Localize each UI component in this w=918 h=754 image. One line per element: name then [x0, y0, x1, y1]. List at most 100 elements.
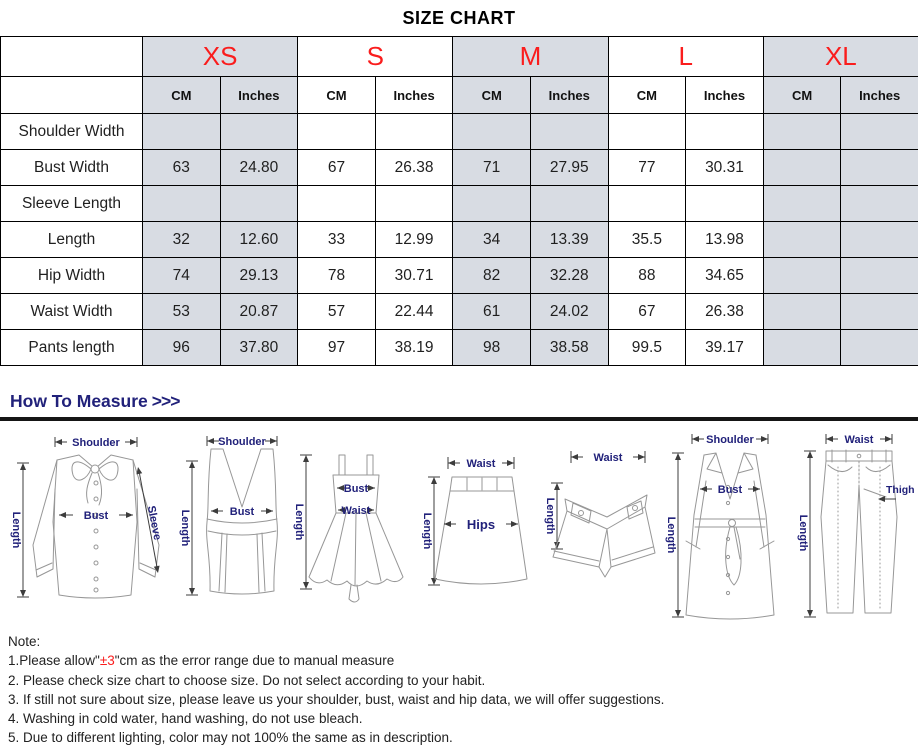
value-cell: 88 [607, 257, 687, 294]
section-divider [0, 417, 918, 421]
unit-header: CM [297, 76, 376, 114]
blouse-bust-label: Bust [84, 510, 109, 522]
value-cell [142, 185, 221, 222]
value-cell: 30.71 [374, 257, 454, 294]
value-cell [762, 293, 842, 330]
size-header-row: XS S M L XL [0, 36, 918, 77]
value-cell [762, 221, 842, 258]
value-cell: 35.5 [607, 221, 687, 258]
value-cell: 71 [452, 149, 531, 186]
measure-diagram-coat: Shoulder Length Bust [665, 434, 774, 620]
measure-diagrams: Shoulder Length Bust Sleeve Shoulder Len… [0, 427, 918, 624]
value-cell: 24.02 [529, 293, 609, 330]
value-cell [452, 113, 531, 150]
unit-header: Inches [840, 76, 918, 114]
value-cell: 33 [297, 221, 376, 258]
row-label: Sleeve Length [0, 185, 143, 222]
unit-header: Inches [219, 76, 299, 114]
value-cell [762, 185, 842, 222]
value-cell [840, 149, 918, 186]
value-cell [762, 149, 842, 186]
blouse-shoulder-label: Shoulder [72, 437, 120, 449]
table-row: Sleeve Length [0, 185, 918, 222]
triple-chevron-icon: >>> [151, 391, 181, 411]
value-cell: 67 [607, 293, 687, 330]
table-row: Hip Width 74 29.13 78 30.71 82 32.28 88 … [0, 257, 918, 294]
value-cell [529, 113, 609, 150]
vest-bust-label: Bust [229, 506, 254, 518]
value-cell: 67 [297, 149, 376, 186]
value-cell: 12.60 [219, 221, 299, 258]
table-row: Pants length 96 37.80 97 38.19 98 38.58 … [0, 329, 918, 366]
value-cell [607, 185, 687, 222]
unit-header: Inches [529, 76, 609, 114]
size-header-s: S [297, 36, 454, 77]
value-cell: 63 [142, 149, 221, 186]
value-cell: 37.80 [219, 329, 299, 366]
note-1-suffix: "cm as the error range due to manual mea… [114, 653, 395, 669]
blouse-sleeve-label: Sleeve [145, 505, 163, 542]
value-cell: 32.28 [529, 257, 609, 294]
value-cell [840, 329, 918, 366]
value-cell [219, 185, 299, 222]
unit-header-row: CM Inches CM Inches CM Inches CM Inches … [0, 76, 918, 114]
value-cell: 27.95 [529, 149, 609, 186]
value-cell: 78 [297, 257, 376, 294]
value-cell [374, 185, 454, 222]
unit-header: CM [607, 76, 687, 114]
shorts-length-label: Length [544, 498, 556, 535]
table-row: Waist Width 53 20.87 57 22.44 61 24.02 6… [0, 293, 918, 330]
value-cell: 38.19 [374, 329, 454, 366]
measure-diagram-pants: Waist Length Thigh [797, 434, 915, 618]
size-header-l: L [607, 36, 764, 77]
value-cell [142, 113, 221, 150]
unit-header: Inches [374, 76, 454, 114]
value-cell: 74 [142, 257, 221, 294]
vest-length-label: Length [179, 510, 191, 547]
value-cell [685, 113, 764, 150]
value-cell [297, 185, 376, 222]
corner-cell [0, 36, 143, 77]
value-cell: 22.44 [374, 293, 454, 330]
measure-diagram-dress: Length Bust Waist [293, 454, 404, 603]
measure-diagram-blouse: Shoulder Length Bust Sleeve [10, 437, 163, 599]
pants-thigh-label: Thigh [886, 484, 915, 496]
notes-section: Note: 1.Please allow"±3"cm as the error … [8, 632, 918, 748]
value-cell [607, 113, 687, 150]
note-line-1: 1.Please allow"±3"cm as the error range … [8, 651, 918, 670]
value-cell: 30.31 [685, 149, 764, 186]
value-cell [840, 185, 918, 222]
value-cell: 13.98 [685, 221, 764, 258]
dress-length-label: Length [293, 504, 305, 541]
row-label: Length [0, 221, 143, 258]
value-cell [840, 113, 918, 150]
value-cell [840, 257, 918, 294]
value-cell [452, 185, 531, 222]
value-cell [840, 221, 918, 258]
value-cell: 32 [142, 221, 221, 258]
value-cell: 99.5 [607, 329, 687, 366]
note-1-prefix: 1.Please allow" [8, 653, 100, 669]
size-header-xs: XS [141, 36, 299, 77]
value-cell [762, 329, 842, 366]
value-cell: 57 [297, 293, 376, 330]
skirt-hips-label: Hips [466, 517, 494, 532]
measure-diagram-skirt: Waist Length Hips [422, 457, 527, 586]
value-cell [529, 185, 609, 222]
vest-shoulder-label: Shoulder [218, 436, 266, 448]
skirt-waist-label: Waist [466, 458, 495, 470]
row-label: Pants length [0, 329, 143, 366]
unit-header: Inches [685, 76, 764, 114]
value-cell: 34.65 [685, 257, 764, 294]
value-cell: 61 [452, 293, 531, 330]
notes-heading: Note: [8, 634, 41, 649]
value-cell [840, 293, 918, 330]
value-cell: 38.58 [529, 329, 609, 366]
coat-shoulder-label: Shoulder [706, 434, 754, 446]
note-1-highlight: ±3 [99, 653, 115, 669]
unit-header: CM [142, 76, 221, 114]
value-cell [762, 113, 842, 150]
pants-waist-label: Waist [845, 434, 874, 446]
note-line-4: 4. Washing in cold water, hand washing, … [8, 711, 363, 727]
pants-length-label: Length [797, 515, 809, 552]
